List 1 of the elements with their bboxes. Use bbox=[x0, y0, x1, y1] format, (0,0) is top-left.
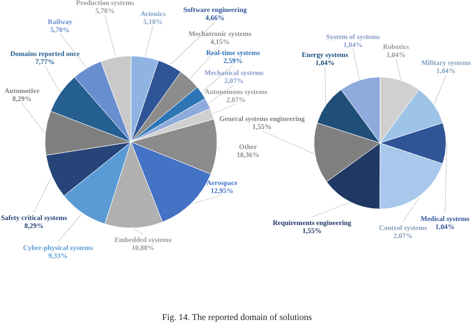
caption: Fig. 14. The reported domain of solutions bbox=[161, 312, 313, 322]
